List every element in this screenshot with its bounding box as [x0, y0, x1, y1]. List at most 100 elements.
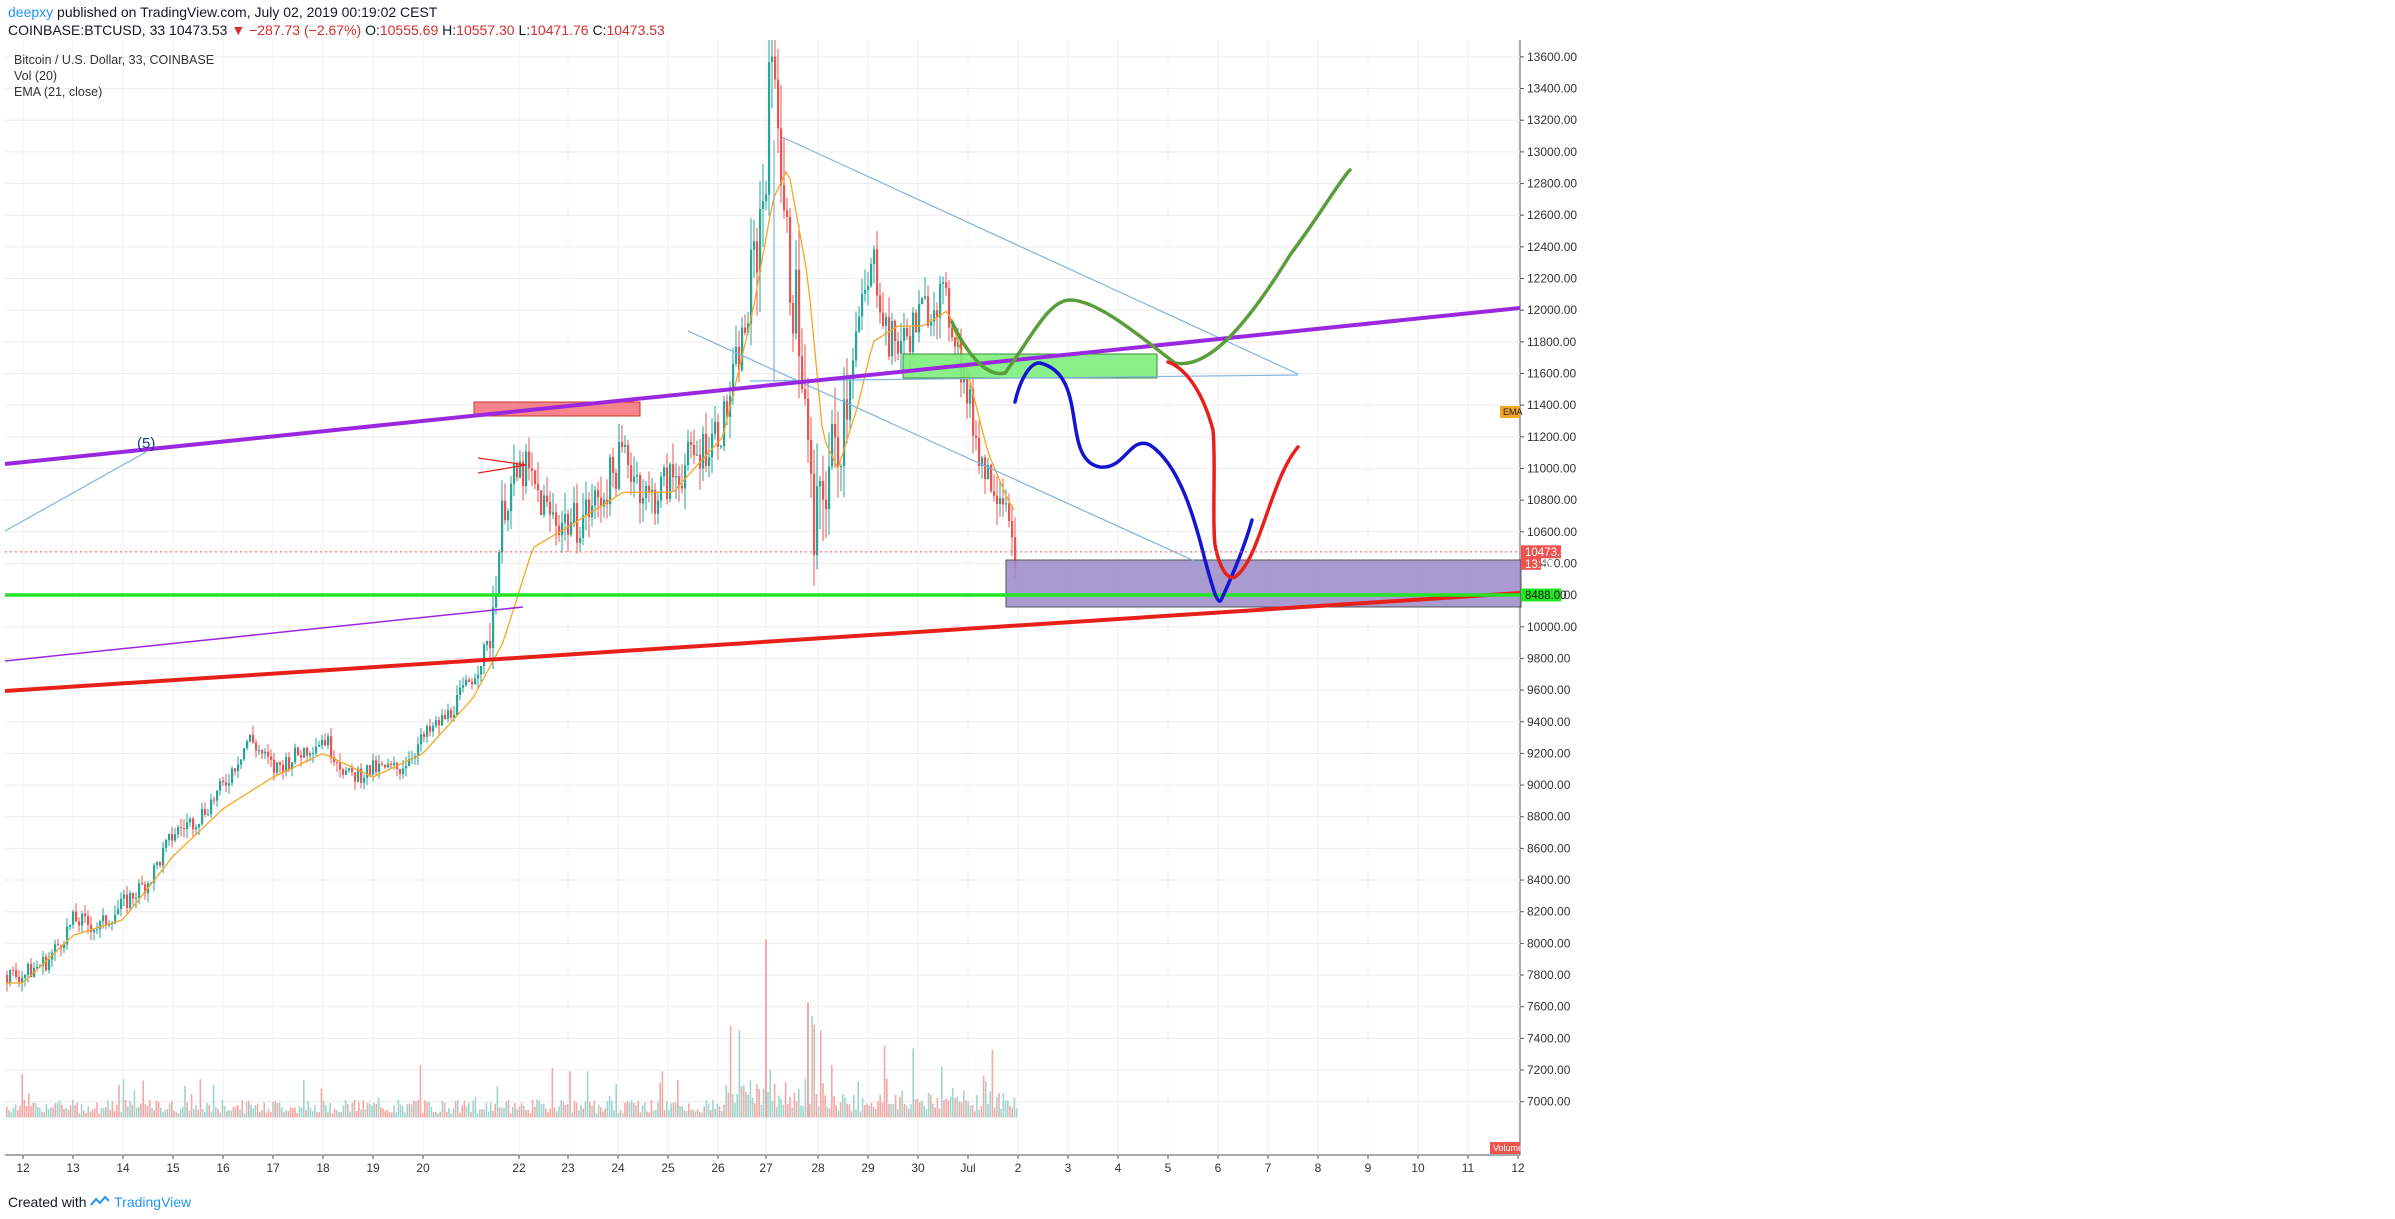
volume-bar	[639, 1112, 642, 1118]
candle-body	[945, 282, 948, 289]
volume-bar	[67, 1109, 70, 1118]
volume-bar	[270, 1112, 272, 1118]
volume-bar	[193, 1109, 195, 1118]
volume-bar	[760, 1105, 763, 1118]
volume-bar	[593, 1100, 595, 1118]
candle-body	[795, 269, 798, 334]
volume-bar	[485, 1102, 488, 1118]
candle-body	[897, 341, 900, 354]
volume-bar	[142, 1080, 144, 1118]
volume-bar	[644, 1102, 646, 1118]
candle-body	[486, 641, 489, 645]
volume-bar	[846, 1103, 848, 1118]
candle-body	[549, 501, 552, 515]
candle-body	[399, 769, 402, 774]
candle-body	[30, 964, 33, 978]
author-link[interactable]: deepxy	[8, 4, 54, 20]
volume-bar	[157, 1101, 160, 1118]
volume-bar	[490, 1102, 492, 1118]
volume-bar	[232, 1106, 235, 1118]
candle-body	[405, 765, 408, 769]
volume-bar	[131, 1104, 133, 1118]
y-tick-label: 7000.00	[1527, 1095, 1571, 1109]
volume-bar	[465, 1106, 468, 1118]
volume-bar	[564, 1104, 567, 1118]
volume-bar	[366, 1102, 369, 1118]
volume-bar	[575, 1102, 578, 1118]
candle-body	[870, 263, 873, 287]
volume-bar	[439, 1111, 441, 1118]
volume-bar	[705, 1100, 708, 1118]
candle-body	[843, 399, 846, 467]
candle-body	[234, 768, 237, 772]
candle-body	[363, 777, 366, 783]
volume-bar	[155, 1100, 158, 1118]
candle-body	[792, 302, 795, 334]
candle-body	[402, 768, 405, 774]
candle-body	[183, 828, 186, 830]
volume-bar	[149, 1100, 151, 1118]
candle-body	[471, 681, 474, 685]
volume-bar	[344, 1100, 347, 1118]
volume-bar	[549, 1108, 551, 1118]
volume-bar	[237, 1104, 239, 1118]
volume-bar	[514, 1102, 516, 1118]
volume-bar	[188, 1110, 191, 1118]
volume-bar	[630, 1100, 633, 1118]
volume-bar	[294, 1107, 296, 1118]
candle-body	[432, 725, 435, 732]
y-tick-label: 7200.00	[1527, 1063, 1571, 1077]
candle-body	[576, 503, 579, 543]
chart-legend: Bitcoin / U.S. Dollar, 33, COINBASE Vol …	[14, 52, 214, 100]
volume-bar	[318, 1112, 320, 1118]
candle-body	[372, 760, 375, 775]
candle-body	[57, 944, 60, 946]
volume-bar	[283, 1112, 285, 1118]
legend-vol[interactable]: Vol (20)	[14, 69, 58, 83]
volume-bar	[1015, 1108, 1018, 1118]
volume-bar	[267, 1108, 270, 1118]
volume-bar	[670, 1103, 672, 1118]
candle-body	[996, 495, 999, 505]
volume-bar	[129, 1100, 131, 1118]
volume-bar	[879, 1094, 881, 1118]
y-tick-label: 12200.00	[1527, 272, 1577, 286]
volume-bar	[503, 1107, 505, 1118]
volume-bar	[124, 1099, 127, 1118]
candle-body	[909, 336, 912, 353]
volume-bar	[432, 1112, 435, 1118]
candle-body	[84, 913, 87, 917]
candle-body	[990, 464, 993, 492]
candle-body	[270, 756, 273, 760]
candle-body	[123, 894, 126, 899]
volume-bar	[441, 1100, 444, 1118]
footer-brand[interactable]: TradingView	[114, 1194, 192, 1210]
candle-body	[999, 498, 1002, 505]
y-tick-label: 9600.00	[1527, 683, 1571, 697]
legend-ema[interactable]: EMA (21, close)	[14, 85, 103, 99]
x-tick-label: 30	[911, 1161, 925, 1175]
green-projection-path	[950, 168, 1352, 376]
volume-bar	[201, 1108, 204, 1118]
volume-bar	[116, 1105, 118, 1118]
volume-bar	[287, 1110, 290, 1118]
volume-bar	[703, 1106, 705, 1118]
candle-body	[738, 346, 741, 371]
price-chart[interactable]: 13800.0013600.0013400.0013200.0013000.00…	[0, 40, 2395, 1192]
candle-body	[633, 476, 636, 482]
candle-body	[447, 710, 450, 719]
publish-text: published on TradingView.com, July 02, 2…	[53, 4, 438, 20]
volume-bar	[408, 1103, 411, 1118]
x-tick-label: 4	[1115, 1161, 1122, 1175]
symbol-label: COINBASE:BTCUSD, 33	[8, 22, 166, 38]
candle-body	[468, 679, 471, 682]
candle-body	[111, 923, 114, 925]
volume-bar	[839, 1102, 842, 1118]
y-tick-label: 8400.00	[1527, 873, 1571, 887]
candle-body	[336, 762, 339, 764]
volume-bar	[945, 1098, 947, 1118]
candle-body	[924, 296, 927, 299]
volume-bar	[243, 1113, 246, 1118]
candle-body	[81, 913, 84, 926]
volume-bar	[28, 1093, 30, 1118]
